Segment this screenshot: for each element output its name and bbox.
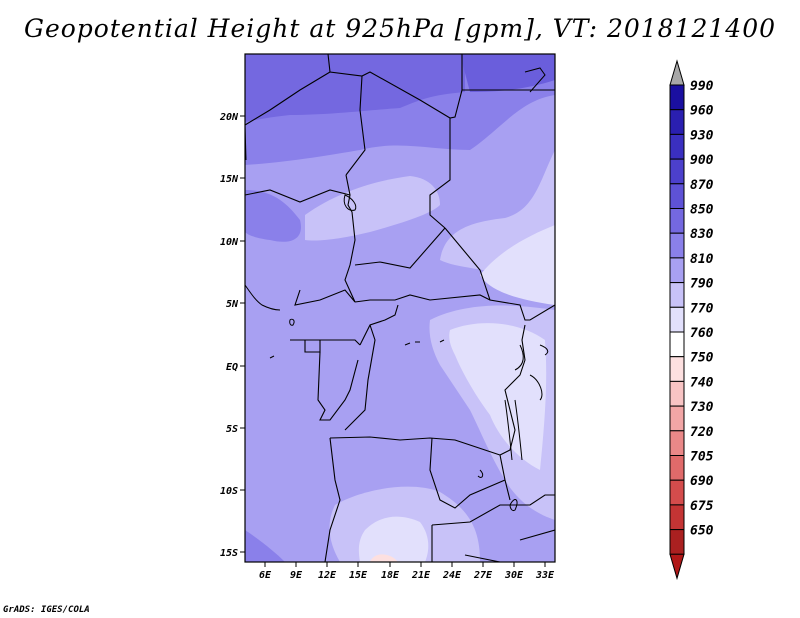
colorbar-label: 810 <box>690 252 714 267</box>
map-frame <box>244 53 556 563</box>
contour-770-south <box>358 516 429 562</box>
colorbar-swatch <box>669 380 685 407</box>
colorbar-swatch <box>669 282 685 308</box>
lon-label: 21E <box>411 570 431 581</box>
colorbar-swatch <box>669 109 685 135</box>
colorbar-swatch <box>669 479 685 506</box>
colorbar-label: 730 <box>690 400 714 415</box>
lat-labels: 20N 15N 10N 5N EQ 5S 10S 15S <box>219 112 239 559</box>
colorbar-label: 750 <box>690 351 714 366</box>
grads-credit: GrADS: IGES/COLA <box>3 605 90 615</box>
colorbar-label: 690 <box>690 474 714 489</box>
lat-label: EQ <box>226 362 238 373</box>
lon-label: 27E <box>473 570 493 581</box>
lon-labels: 6E 9E 12E 15E 18E 21E 24E 27E 30E 33E <box>259 570 555 581</box>
lat-label: 5S <box>226 424 238 435</box>
colorbar-swatch <box>669 158 685 185</box>
colorbar-swatch <box>669 331 685 358</box>
lon-label: 24E <box>442 570 462 581</box>
colorbar-swatch <box>669 430 685 456</box>
lat-label: 20N <box>219 112 239 123</box>
colorbar-label: 960 <box>690 104 714 119</box>
map-title: Geopotential Height at 925hPa [gpm], VT:… <box>23 14 777 43</box>
lat-ticks <box>240 115 245 553</box>
colorbar-swatch <box>669 133 685 160</box>
colorbar-label: 990 <box>690 79 714 94</box>
lon-label: 18E <box>381 570 400 581</box>
colorbar-swatch <box>669 306 685 333</box>
contour-830-sw <box>245 530 285 562</box>
colorbar-label: 650 <box>690 524 714 539</box>
colorbar-swatch <box>669 405 685 432</box>
colorbar-swatch <box>669 84 685 111</box>
contour-770-central <box>449 323 547 470</box>
colorbar-label: 740 <box>690 375 714 390</box>
lon-ticks <box>264 562 546 567</box>
colorbar-swatch <box>669 232 685 259</box>
colorbar-label: 870 <box>690 178 714 193</box>
lat-label: 5N <box>226 299 239 310</box>
country-borders <box>245 54 555 562</box>
colorbar-swatch <box>669 455 685 481</box>
contour-850-ne <box>460 54 555 92</box>
colorbar-label: 850 <box>690 203 714 218</box>
lon-label: 33E <box>535 570 555 581</box>
lat-label: 15N <box>220 174 239 185</box>
colorbar-swatch <box>669 504 685 531</box>
colorbar: 990 960 930 900 870 850 830 810 790 770 760 750 740 7… <box>669 59 714 581</box>
colorbar-swatch <box>669 183 685 210</box>
lon-label: 6E <box>259 570 272 581</box>
contour-790-north <box>305 176 440 241</box>
colorbar-swatch <box>669 208 685 234</box>
lon-label: 12E <box>318 570 337 581</box>
contour-770-east <box>480 225 555 305</box>
lon-label: 30E <box>504 570 524 581</box>
colorbar-label: 760 <box>690 326 714 341</box>
colorbar-swatch <box>669 529 685 555</box>
contour-830-west <box>245 190 301 242</box>
contour-750-patch <box>370 554 398 562</box>
colorbar-label: 790 <box>690 277 714 292</box>
lon-label: 9E <box>290 570 303 581</box>
colorbar-label: 705 <box>690 450 714 465</box>
lon-label: 15E <box>349 570 368 581</box>
colorbar-swatch <box>669 356 685 382</box>
colorbar-label: 675 <box>690 499 714 514</box>
shaded-field <box>245 54 555 562</box>
lat-label: 10S <box>220 486 238 497</box>
contour-850 <box>245 54 465 122</box>
lat-label: 15S <box>220 548 238 559</box>
colorbar-label: 720 <box>690 425 714 440</box>
colorbar-label: 830 <box>690 227 714 242</box>
lat-label: 10N <box>220 237 239 248</box>
colorbar-label: 930 <box>690 128 714 143</box>
colorbar-swatch <box>669 257 685 284</box>
lakes-coast <box>245 67 549 511</box>
colorbar-bottom-arrow <box>669 553 685 581</box>
colorbar-label: 770 <box>690 301 714 316</box>
colorbar-label: 900 <box>690 153 714 168</box>
colorbar-top-arrow <box>669 59 685 86</box>
